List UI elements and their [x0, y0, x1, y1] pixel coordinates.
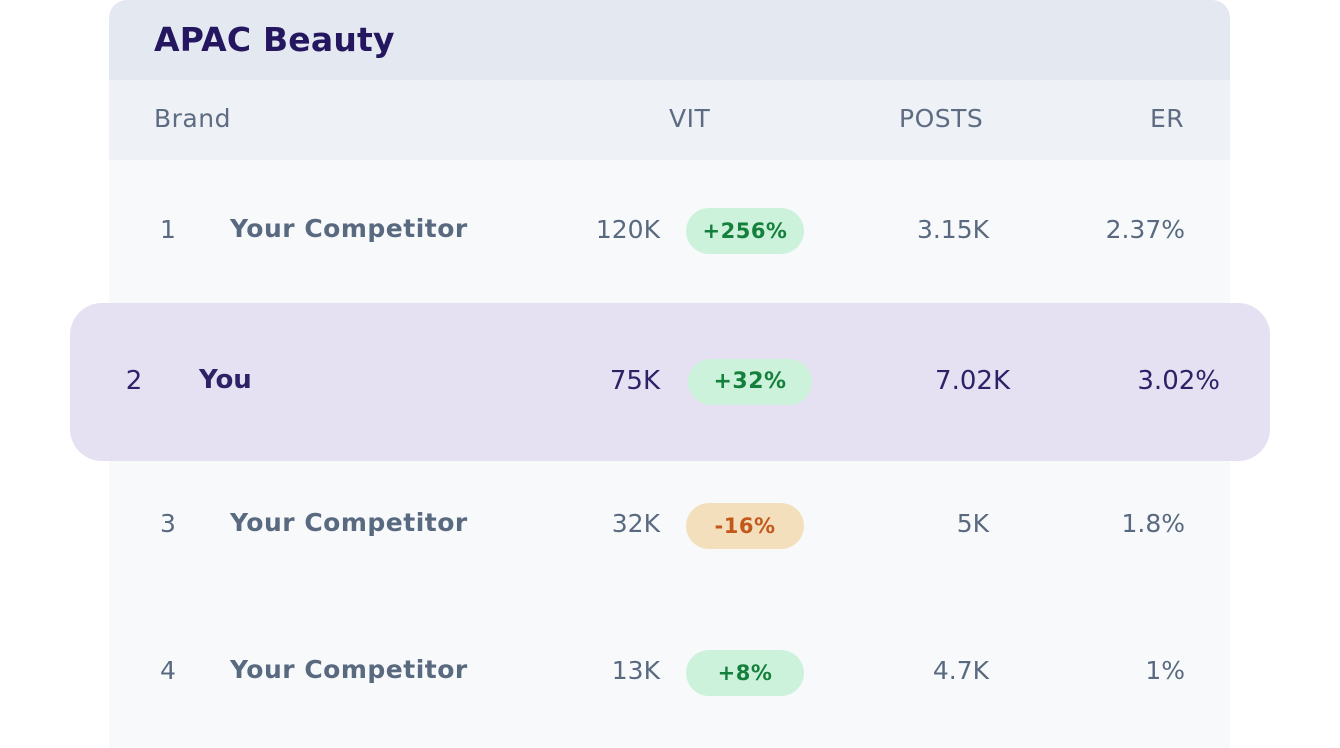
posts-value: 3.15K: [916, 215, 989, 244]
posts-value: 7.02K: [935, 366, 1010, 396]
vit-change-badge: -16%: [686, 503, 804, 549]
er-value: 3.02%: [1137, 366, 1220, 396]
brand-name: Your Competitor: [230, 214, 468, 243]
brand-name: Your Competitor: [230, 508, 468, 537]
posts-value: 4.7K: [932, 656, 989, 685]
rank-cell: 3: [160, 509, 176, 538]
vit-value: 32K: [611, 509, 660, 538]
highlighted-row-you[interactable]: 2 You 75K +32% 7.02K 3.02%: [70, 303, 1270, 461]
er-value: 2.37%: [1105, 215, 1185, 244]
vit-change-badge: +8%: [686, 650, 804, 696]
column-header-posts[interactable]: POSTS: [899, 104, 984, 133]
column-header-row: [109, 80, 1230, 160]
vit-value: 75K: [609, 366, 660, 396]
rank-cell: 4: [160, 656, 176, 685]
leaderboard-title: APAC Beauty: [154, 20, 395, 59]
vit-value: 13K: [611, 656, 660, 685]
rank-cell: 2: [125, 366, 143, 396]
posts-value: 5K: [956, 509, 989, 538]
er-value: 1.8%: [1121, 509, 1185, 538]
er-value: 1%: [1145, 656, 1185, 685]
rank-cell: 1: [160, 215, 176, 244]
brand-name-you: You: [199, 365, 252, 395]
brand-name: Your Competitor: [230, 655, 468, 684]
vit-change-badge: +32%: [688, 359, 812, 405]
column-header-vit[interactable]: VIT: [669, 104, 711, 133]
card-header: [109, 0, 1230, 80]
column-header-er[interactable]: ER: [1150, 104, 1185, 133]
vit-value: 120K: [595, 215, 660, 244]
column-header-brand[interactable]: Brand: [154, 104, 231, 133]
vit-change-badge: +256%: [686, 208, 804, 254]
